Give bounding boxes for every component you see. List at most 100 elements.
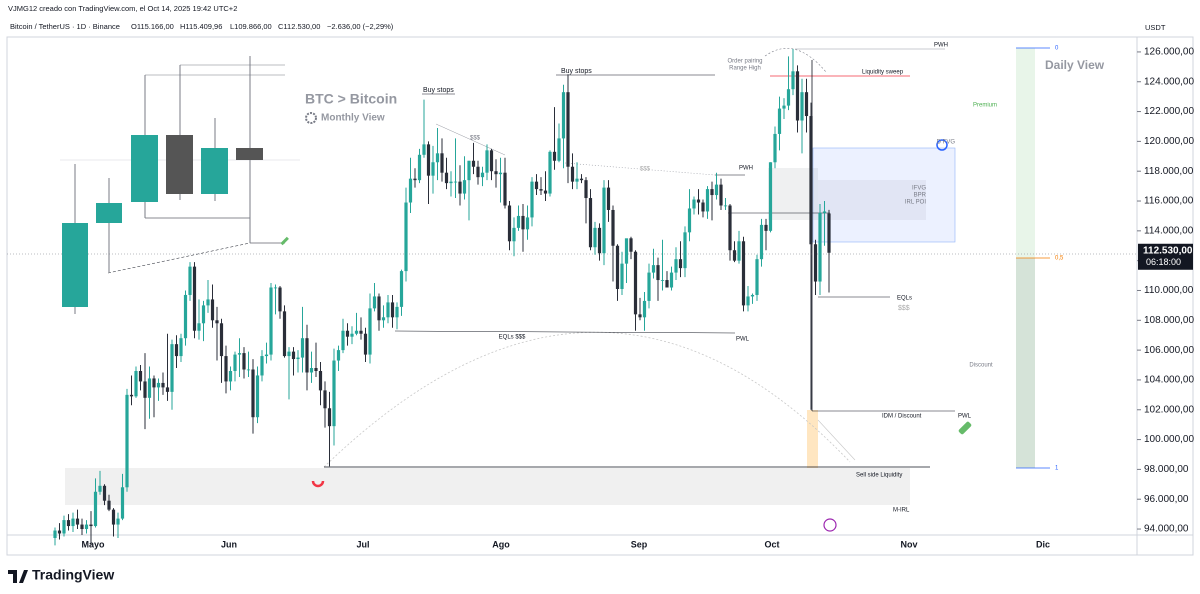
candle-body <box>291 351 296 360</box>
candle-body <box>75 518 80 525</box>
candle-body <box>516 215 521 228</box>
candle-body <box>620 263 624 289</box>
annotation: $$$ <box>640 167 651 173</box>
candle-body <box>476 166 480 178</box>
candle-body <box>728 205 732 251</box>
candle-body <box>494 171 498 175</box>
candle-body <box>363 333 368 355</box>
candle-body <box>233 354 237 371</box>
annotation: Buy stops <box>423 87 454 94</box>
pencil-icon <box>280 236 289 246</box>
inset-candle <box>236 148 263 160</box>
candle-body <box>237 353 242 355</box>
panel-border <box>6 36 1194 556</box>
candle-body <box>282 311 287 357</box>
candle-body <box>206 299 210 306</box>
candle-body <box>255 375 260 418</box>
annotation: EQLs $$$ <box>499 335 526 341</box>
candle-body <box>656 265 660 281</box>
candle-body <box>62 520 66 534</box>
candle-body <box>147 378 152 398</box>
candle-body <box>737 241 741 261</box>
x-tick-label: Jun <box>221 539 237 549</box>
candle-body <box>804 92 809 117</box>
candle-body <box>287 351 291 357</box>
fib-label: 0,5 <box>1055 256 1064 262</box>
x-tick-label: Mayo <box>81 539 105 549</box>
candle-body <box>683 232 687 269</box>
candle-body <box>408 178 413 203</box>
candle-body <box>260 356 264 376</box>
candle-body <box>390 302 395 318</box>
candle-body <box>611 209 615 246</box>
candle-body <box>795 71 800 121</box>
fvg-zone <box>812 147 956 243</box>
candle-body <box>660 280 665 281</box>
candle-body <box>201 305 206 324</box>
candle-body <box>138 370 143 382</box>
candle-body <box>377 296 381 321</box>
candle-body <box>273 287 278 289</box>
magnet-icon <box>311 480 325 488</box>
candle-body <box>192 266 197 331</box>
candle-body <box>674 259 678 273</box>
candle-body <box>539 189 543 191</box>
x-tick-label: Ago <box>492 539 510 549</box>
candle-body <box>741 241 746 306</box>
eqls-line <box>394 330 736 334</box>
countdown: 06:18:00 <box>1146 257 1181 267</box>
idm-zone <box>807 410 818 468</box>
candle-body <box>440 153 444 173</box>
x-tick-label: Jul <box>356 539 369 549</box>
candle-body <box>557 138 561 161</box>
candle-body <box>309 368 314 373</box>
annotation: PWL <box>736 337 750 343</box>
candle-body <box>417 154 422 181</box>
candle-body <box>710 189 714 196</box>
annotation: Liquidity sweep <box>862 70 904 76</box>
candle-body <box>750 294 755 297</box>
candle-body <box>768 162 773 231</box>
candle-body <box>615 245 620 289</box>
candle-body <box>197 323 201 331</box>
candle-body <box>584 180 588 199</box>
candle-body <box>822 211 827 213</box>
annotation: $$$ <box>470 136 481 142</box>
candle-body <box>372 296 377 309</box>
candle-body <box>386 302 390 318</box>
open: O115.166,00 <box>131 22 174 31</box>
annotation: BTC > Bitcoin <box>305 91 397 107</box>
candle-body <box>345 330 350 337</box>
candle-body <box>125 394 129 488</box>
candle-body <box>813 244 818 282</box>
annotation: PWH <box>934 43 948 49</box>
candle-body <box>548 151 552 194</box>
candle-body <box>521 215 525 230</box>
annotation: Discount <box>969 363 993 369</box>
candle-body <box>606 187 611 210</box>
candle-body <box>341 330 345 351</box>
candle-body <box>404 202 408 272</box>
annotation: IFVG <box>912 186 926 192</box>
candle-body <box>359 330 363 334</box>
candle-body <box>678 259 683 269</box>
candle-body <box>431 162 435 176</box>
inset-line <box>107 242 251 274</box>
candle-body <box>642 300 647 318</box>
symbol: Bitcoin / TetherUS · 1D · Binance <box>10 22 120 31</box>
annotation: Buy stops <box>561 68 592 75</box>
y-tick-label: 126.000,00 <box>1144 47 1194 58</box>
annotation: Monthly View <box>321 113 385 124</box>
candle-body <box>530 181 534 218</box>
candle-body <box>381 317 386 321</box>
discount-zone <box>1016 258 1035 468</box>
author-line: VJMG12 creado con TradingView.com, el Oc… <box>8 4 237 13</box>
candle-body <box>732 250 737 261</box>
low: L109.866,00 <box>230 22 272 31</box>
candle-body <box>98 485 102 492</box>
annotation: PWL <box>958 414 972 420</box>
annotation: IRL POI <box>905 200 926 206</box>
candle-body <box>827 213 831 253</box>
inset-candle <box>62 223 88 307</box>
